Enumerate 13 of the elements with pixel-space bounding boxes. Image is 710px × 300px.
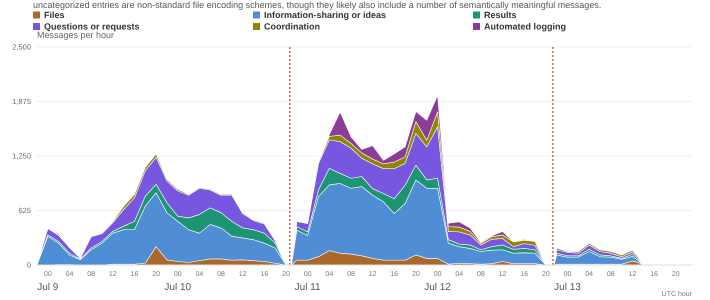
text: Jul 11: [294, 282, 322, 293]
y-axis-title: Messages per hour: [37, 30, 114, 40]
text: Jul 9: [37, 282, 59, 293]
text: Jul 12: [424, 282, 452, 293]
chart-subtitle: uncategorized entries are non-standard file encoding schemes, though they likely also include a number of semantically meaningful messages.: [33, 0, 602, 10]
legend-label: Results: [484, 10, 517, 20]
legend-label: Automated logging: [484, 22, 566, 32]
text: Jul 10: [164, 282, 192, 293]
legend-label: Questions or requests: [44, 22, 140, 32]
legend-label: Coordination: [264, 22, 320, 32]
text: Jul 13: [554, 282, 582, 293]
legend-label: Files: [44, 10, 65, 20]
legend-label: Information-sharing or ideas: [264, 10, 386, 20]
